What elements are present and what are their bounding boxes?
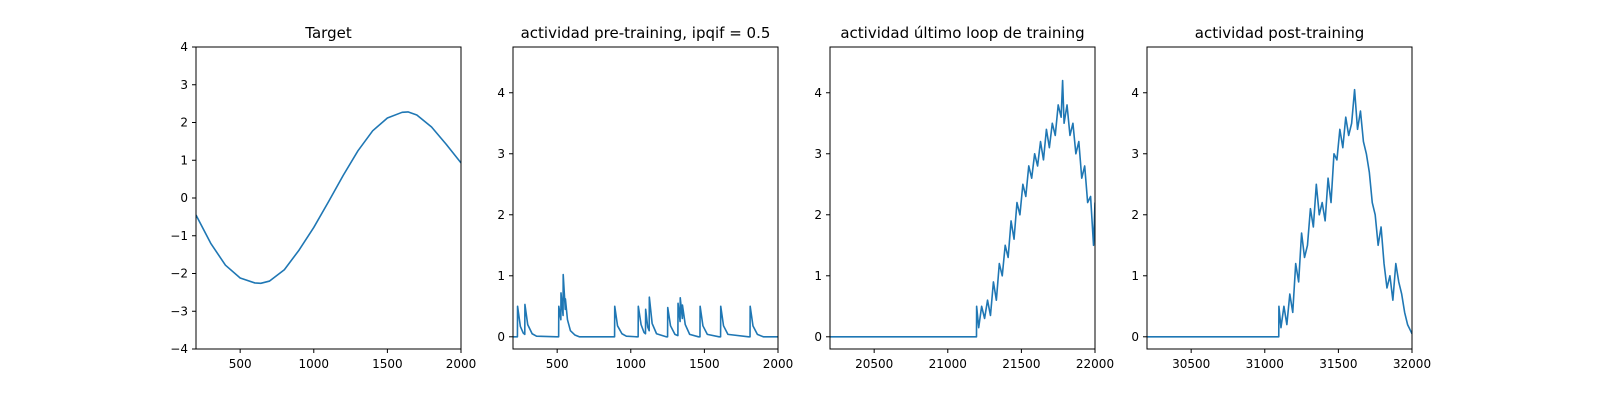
x-tick-label: 2000 — [446, 357, 477, 371]
subplot-4: 30500 31000 31500 32000 0 1 2 3 4 actividad post-… — [1131, 24, 1431, 371]
x-tick-label: 32000 — [1393, 357, 1431, 371]
x-tick-label: 500 — [229, 357, 252, 371]
chart-title: Target — [304, 24, 352, 42]
y-tick-label: 0 — [814, 330, 822, 344]
subplot-3: 20500 21000 21500 22000 0 1 2 3 4 actividad últim… — [814, 24, 1114, 371]
y-tick-label: 2 — [497, 208, 505, 222]
y-tick-label: 0 — [180, 191, 188, 205]
series-line — [196, 111, 461, 285]
x-tick-label: 20500 — [855, 357, 893, 371]
chart-title: actividad pre-training, ipqif = 0.5 — [521, 24, 771, 42]
x-tick-label: 31000 — [1246, 357, 1284, 371]
x-tick-label: 1000 — [299, 357, 330, 371]
y-tick-label: 2 — [180, 116, 188, 130]
series-line — [1147, 88, 1412, 338]
x-tick-label: 1500 — [372, 357, 403, 371]
x-tick-label: 1500 — [689, 357, 720, 371]
series-line — [513, 273, 778, 338]
chart-title: actividad post-training — [1195, 24, 1364, 42]
y-tick-label: 1 — [180, 153, 188, 167]
y-tick-label: 1 — [1131, 269, 1139, 283]
subplot-2: 500 1000 1500 2000 0 1 2 3 4 actividad pre-traini… — [497, 24, 793, 371]
y-tick-label: −4 — [170, 342, 188, 356]
axes-frame — [1146, 46, 1413, 350]
y-tick-label: 4 — [1131, 86, 1139, 100]
x-tick-label: 21000 — [929, 357, 967, 371]
x-tick-label: 21500 — [1002, 357, 1040, 371]
y-tick-label: −3 — [170, 304, 188, 318]
y-tick-label: −2 — [170, 267, 188, 281]
x-tick-label: 1000 — [616, 357, 647, 371]
axes-frame — [195, 46, 462, 350]
chart-title: actividad último loop de training — [840, 24, 1084, 42]
x-tick-label: 2000 — [763, 357, 794, 371]
x-tick-label: 30500 — [1172, 357, 1210, 371]
x-tick-label: 31500 — [1319, 357, 1357, 371]
y-tick-label: −1 — [170, 229, 188, 243]
y-tick-label: 1 — [814, 269, 822, 283]
y-tick-label: 2 — [814, 208, 822, 222]
y-tick-label: 0 — [1131, 330, 1139, 344]
y-tick-label: 4 — [180, 40, 188, 54]
y-tick-label: 3 — [1131, 147, 1139, 161]
x-tick-label: 22000 — [1076, 357, 1114, 371]
axes-frame — [829, 46, 1096, 350]
y-tick-label: 4 — [497, 86, 505, 100]
y-tick-label: 3 — [180, 78, 188, 92]
x-tick-label: 500 — [546, 357, 569, 371]
y-tick-label: 4 — [814, 86, 822, 100]
series-line — [830, 79, 1095, 338]
subplot-1: 500 1000 1500 2000 −4 −3 −2 −1 0 1 2 3 4 Target — [170, 24, 476, 371]
y-tick-label: 3 — [497, 147, 505, 161]
y-tick-label: 0 — [497, 330, 505, 344]
y-tick-label: 3 — [814, 147, 822, 161]
axes-frame — [512, 46, 779, 350]
y-tick-label: 2 — [1131, 208, 1139, 222]
y-tick-label: 1 — [497, 269, 505, 283]
